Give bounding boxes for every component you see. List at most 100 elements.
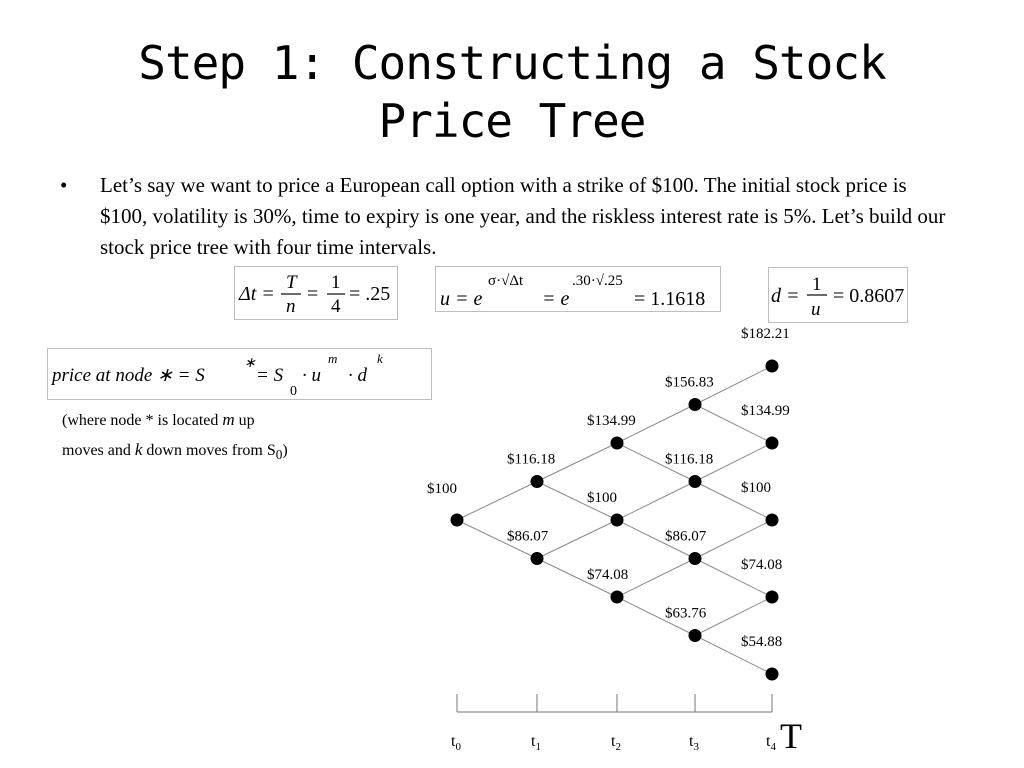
tree-node — [450, 513, 464, 527]
dt-lhs: Δt = — [238, 283, 275, 305]
dt-den1: n — [286, 296, 296, 317]
tree-node — [765, 513, 779, 527]
note-part-1: (where node * is located — [62, 412, 223, 429]
tree-node-label: $134.99 — [741, 403, 790, 419]
tree-node-label: $100 — [741, 480, 771, 496]
tree-node-label: $116.18 — [507, 452, 555, 468]
price-node-u: · u — [302, 365, 321, 386]
u-result: = 1.1618 — [634, 288, 705, 310]
tree-node — [688, 629, 702, 642]
tree-edge-down — [694, 558, 773, 598]
tree-edge-up — [536, 519, 618, 559]
price-node-eq: = S — [256, 365, 284, 386]
tree-edge-up — [694, 519, 773, 559]
d-num: 1 — [812, 274, 822, 295]
tree-edge-up — [616, 404, 696, 444]
tree-node-label: $156.83 — [665, 375, 714, 391]
tree-node — [765, 667, 779, 681]
price-node-lhs: price at node ∗ = S — [50, 365, 205, 386]
tree-node — [765, 359, 779, 373]
tree-edge-up — [536, 442, 618, 482]
dt-eq: = — [307, 283, 318, 305]
dt-num2: 1 — [331, 272, 341, 293]
tree-edge-down — [536, 558, 618, 598]
price-node-k: k — [377, 351, 383, 366]
u-exp1: σ·√Δt — [488, 273, 524, 289]
tree-edge-down — [616, 442, 696, 482]
tree-node-label: $74.08 — [587, 567, 628, 583]
tree-node-label: $86.07 — [507, 529, 549, 545]
tree-node — [610, 436, 624, 450]
tree-edge-down — [616, 596, 696, 636]
tree-node — [610, 513, 624, 527]
u-lhs: u = e — [440, 288, 482, 310]
note-sub-0: 0 — [275, 447, 283, 463]
formula-delta-t: Δt = T n = 1 4 = .25 — [234, 266, 398, 320]
tree-node — [688, 398, 702, 411]
tree-edge-up — [456, 481, 538, 521]
tree-node-label: $74.08 — [741, 557, 782, 573]
tree-edge-down — [694, 404, 773, 444]
u-exp2: .30·√.25 — [572, 273, 623, 289]
tree-node-label: $182.21 — [741, 326, 790, 342]
tree-edge-up — [694, 596, 773, 636]
d-den: u — [811, 299, 821, 320]
tree-node-label: $100 — [427, 481, 457, 497]
tree-node-label: $54.88 — [741, 634, 782, 650]
note-part-4: down moves from S — [142, 442, 276, 459]
note-m: m — [222, 410, 235, 429]
time-axis-label: t4 — [766, 733, 776, 753]
note-k: k — [134, 440, 143, 459]
price-node-star: ∗ — [244, 356, 256, 371]
title-line-2: Price Tree — [378, 94, 647, 148]
tree-node-label: $116.18 — [665, 452, 713, 468]
note-part-5: ) — [282, 442, 288, 459]
tree-edge-down — [694, 635, 773, 675]
formula-u: u = e σ·√Δt = e .30·√.25 = 1.1618 — [435, 266, 721, 312]
tree-node — [688, 475, 702, 488]
time-axis-label: t1 — [531, 733, 541, 753]
tree-edge-up — [616, 481, 696, 521]
formula-price-at-node: price at node ∗ = S ∗ = S 0 · u m · d k — [47, 348, 432, 400]
tree-node-label: $86.07 — [665, 529, 707, 545]
tree-node-label: $100 — [587, 490, 617, 506]
price-node-sub: 0 — [290, 384, 297, 399]
tree-edge-up — [616, 558, 696, 598]
tree-node — [530, 552, 544, 565]
time-axis-label: t0 — [451, 733, 461, 753]
bullet-marker: • — [60, 173, 68, 197]
price-node-m: m — [328, 351, 337, 366]
tree-node — [610, 590, 624, 604]
tree-node — [765, 590, 779, 604]
slide-title: Step 1: Constructing a Stock Price Tree — [0, 34, 1024, 150]
u-mid: = e — [542, 288, 569, 310]
tree-edge-down — [694, 481, 773, 521]
dt-result: = .25 — [349, 283, 390, 305]
tree-edge-up — [694, 365, 773, 405]
tree-node-label: $63.76 — [665, 606, 707, 622]
tree-node — [688, 552, 702, 565]
tree-node — [530, 475, 544, 488]
tree-node-label: $134.99 — [587, 413, 636, 429]
tree-edge-down — [536, 481, 618, 521]
note-part-3: moves and — [62, 442, 135, 459]
title-line-1: Step 1: Constructing a Stock — [138, 36, 886, 90]
d-result: = 0.8607 — [833, 285, 904, 307]
bullet-text: Let’s say we want to price a European ca… — [100, 173, 946, 259]
tree-edge-down — [456, 519, 538, 559]
price-node-d: · d — [348, 365, 368, 386]
time-axis-label: t2 — [611, 733, 621, 753]
time-axis-label: t3 — [689, 733, 699, 753]
price-node-text: price at node ∗ = S — [50, 365, 205, 386]
tree-edge-up — [694, 442, 773, 482]
maturity-label: T — [780, 716, 802, 756]
note-part-2: up — [234, 412, 255, 429]
dt-num1: T — [286, 272, 298, 293]
tree-node — [765, 436, 779, 450]
node-location-note: (where node * is located m up moves and … — [62, 405, 382, 469]
formula-d: d = 1 u = 0.8607 — [768, 267, 908, 323]
d-lhs: d = — [771, 285, 800, 307]
tree-edge-down — [616, 519, 696, 559]
dt-den2: 4 — [331, 296, 341, 317]
